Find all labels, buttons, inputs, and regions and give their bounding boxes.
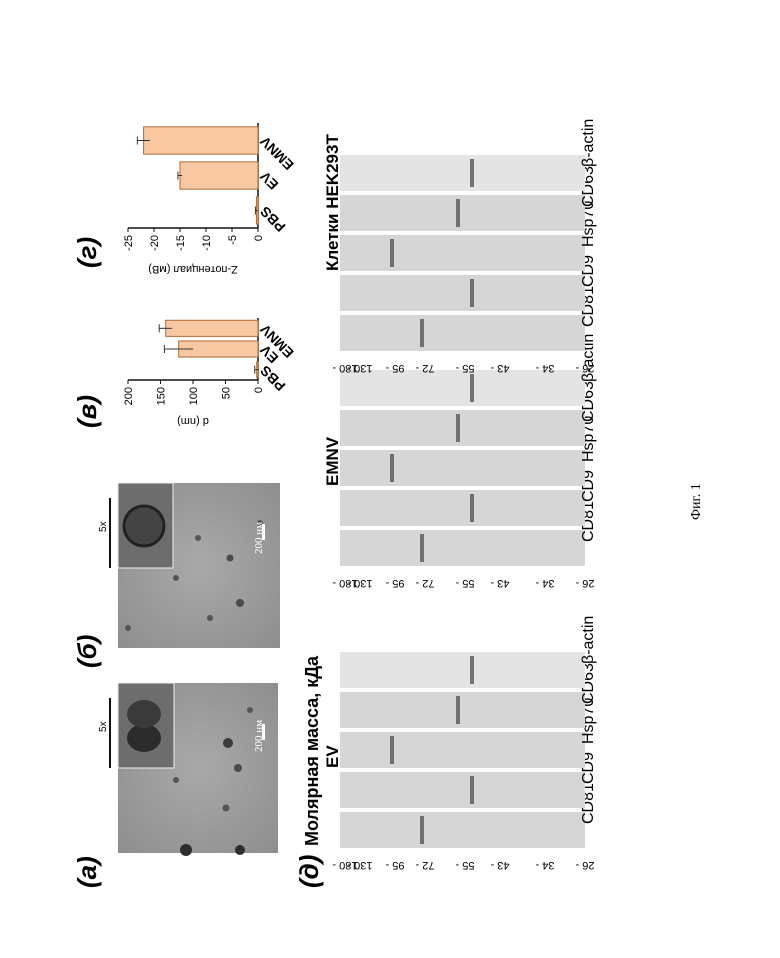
y-tick-label: 0: [253, 387, 265, 393]
category-label: PBS: [257, 203, 289, 235]
y-tick-label: 100: [188, 387, 200, 405]
inset-zoom-a: 5x: [98, 721, 109, 732]
blot-strip: [340, 490, 585, 526]
western-ylabel: Молярная масса, кДа: [302, 655, 322, 846]
marker-label: 55 -: [455, 577, 474, 589]
marker-label: 43 -: [490, 859, 509, 871]
blot-band: [470, 494, 474, 522]
panel-label-d: (д): [294, 855, 324, 888]
micrograph-a: [118, 683, 278, 856]
bar: [144, 127, 258, 154]
marker-label: 130 -: [347, 859, 372, 871]
blot-band: [470, 279, 474, 307]
blot-band: [470, 656, 474, 684]
blot-strip: [340, 315, 585, 351]
y-tick-label: 200: [123, 387, 135, 405]
blot-strip: [340, 450, 585, 486]
y-tick-label: 150: [156, 387, 168, 405]
panel-label-b: (б): [72, 635, 102, 668]
blot-band: [420, 816, 424, 844]
panel-label-g: (г): [72, 237, 102, 268]
blot-band: [420, 534, 424, 562]
y-tick-label: -15: [175, 235, 187, 251]
blot-label: β-actin: [580, 119, 597, 167]
marker-label: 43 -: [490, 362, 509, 374]
blot-strip: [340, 275, 585, 311]
category-label: EMNV: [256, 133, 296, 173]
marker-label: 72 -: [415, 362, 434, 374]
chart-v: 050100150200d (nm)PBSEVEMNV: [123, 318, 297, 427]
marker-label: 26 -: [575, 362, 594, 374]
bar: [180, 162, 258, 189]
panel-label-v: (в): [72, 395, 102, 428]
marker-label: 55 -: [455, 362, 474, 374]
blot-strip: [340, 812, 585, 848]
blot-strip: [340, 692, 585, 728]
blot-strip: [340, 155, 585, 191]
y-tick-label: -5: [227, 235, 239, 245]
western-blots: EV180 -130 -95 -72 -55 -43 -34 -26 -CD81…: [323, 119, 597, 871]
blot-band: [470, 776, 474, 804]
micrograph-b: [118, 483, 280, 648]
blot-band: [456, 414, 460, 442]
blot-band: [390, 454, 394, 482]
panel-label-a: (а): [72, 856, 102, 888]
marker-label: 95 -: [385, 859, 404, 871]
marker-label: 130 -: [347, 577, 372, 589]
blot-band: [390, 239, 394, 267]
y-tick-label: -20: [149, 235, 161, 251]
blot-strip: [340, 235, 585, 271]
blot-strip: [340, 652, 585, 688]
blot-group-title: Клетки HEK293T: [323, 134, 342, 271]
blot-group-title: EV: [323, 745, 342, 768]
marker-label: 34 -: [535, 362, 554, 374]
blot-strip: [340, 732, 585, 768]
blot-band: [456, 199, 460, 227]
blot-group-title: EMNV: [323, 436, 342, 486]
marker-label: 34 -: [535, 859, 554, 871]
y-tick-label: -10: [201, 235, 213, 251]
marker-label: 26 -: [575, 859, 594, 871]
marker-label: 72 -: [415, 859, 434, 871]
category-label: EV: [256, 168, 281, 193]
blot-strip: [340, 772, 585, 808]
y-axis-label: Z-потенциал (мВ): [148, 263, 238, 275]
y-tick-label: 50: [221, 387, 233, 399]
chart-g: 0 -5 -10 -15 -20 -25 Z-потенциал (мВ) PBS EVEMNV: [123, 123, 297, 275]
scale-text-b: 200 нм: [253, 522, 265, 554]
marker-label: 72 -: [415, 577, 434, 589]
blot-band: [420, 319, 424, 347]
marker-label: 55 -: [455, 859, 474, 871]
y-axis-label: d (nm): [177, 415, 209, 427]
marker-label: 34 -: [535, 577, 554, 589]
blot-strip: [340, 530, 585, 566]
blot-strip: [340, 370, 585, 406]
y-tick-label: 0: [253, 235, 265, 241]
y-tick-label: -25: [123, 235, 135, 251]
inset-zoom-b: 5x: [98, 521, 109, 532]
marker-label: 95 -: [385, 577, 404, 589]
blot-label: β-actin: [580, 616, 597, 664]
blot-strip: [340, 410, 585, 446]
blot-band: [470, 159, 474, 187]
blot-strip: [340, 195, 585, 231]
blot-band: [470, 374, 474, 402]
marker-label: 130 -: [347, 362, 372, 374]
figure-1: (а) 200 нм 5x (б): [0, 0, 780, 958]
scale-text-a: 200 нм: [253, 720, 265, 752]
bar: [166, 320, 258, 336]
blot-band: [456, 696, 460, 724]
blot-band: [390, 736, 394, 764]
marker-label: 26 -: [575, 577, 594, 589]
marker-label: 43 -: [490, 577, 509, 589]
marker-label: 95 -: [385, 362, 404, 374]
figure-caption: Фиг. 1: [689, 483, 704, 520]
